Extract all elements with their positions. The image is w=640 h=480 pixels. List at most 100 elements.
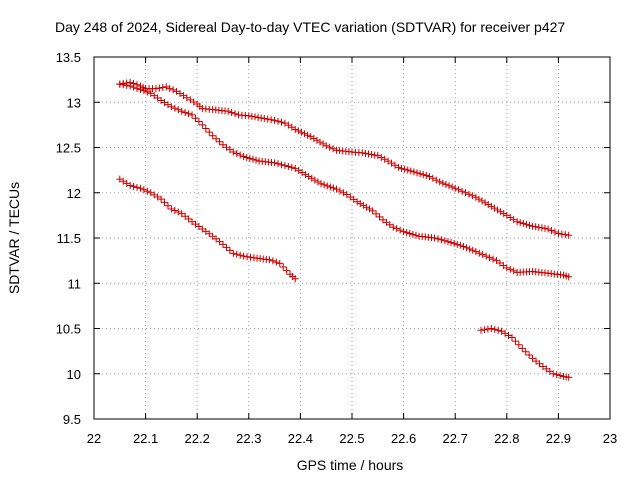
- data-point: [202, 124, 210, 132]
- data-point: [465, 190, 473, 198]
- data-point: [482, 252, 490, 260]
- x-tick-labels: 22 22.1 22.2 22.3 22.4 22.5 22.6 22.7 22.8 22.9 23: [87, 431, 617, 446]
- data-point: [274, 160, 282, 168]
- data-point: [171, 104, 179, 112]
- data-point: [240, 153, 248, 161]
- data-point: [429, 174, 437, 182]
- x-tick-label: 22.2: [185, 431, 210, 446]
- data-point: [236, 251, 244, 259]
- y-tick-label: 12.5: [56, 141, 81, 156]
- data-point: [431, 234, 439, 242]
- data-point: [359, 201, 367, 209]
- data-point: [544, 225, 552, 233]
- data-point: [398, 164, 406, 172]
- data-point: [276, 259, 284, 267]
- data-point: [522, 220, 530, 228]
- data-point: [159, 83, 167, 91]
- data-point: [119, 81, 127, 89]
- data-point: [463, 244, 471, 252]
- data-point: [403, 229, 411, 237]
- data-point: [320, 181, 328, 189]
- data-point: [468, 192, 476, 200]
- data-point: [462, 189, 470, 197]
- data-point: [272, 258, 280, 266]
- chart-title: Day 248 of 2024, Sidereal Day-to-day VTE…: [55, 19, 565, 35]
- data-point: [436, 178, 444, 186]
- y-tick-labels: 9.5 10 10.5 11 11.5 12 12.5 13 13.5: [56, 50, 81, 427]
- data-point: [198, 121, 206, 129]
- data-point: [503, 264, 511, 272]
- x-tick-label: 22.8: [494, 431, 519, 446]
- data-point: [311, 176, 319, 184]
- data-points: [116, 78, 573, 381]
- data-point: [475, 195, 483, 203]
- data-point: [195, 118, 203, 126]
- y-tick-label: 9.5: [63, 412, 81, 427]
- data-point: [305, 172, 313, 180]
- y-axis-label: SDTVAR / TECUs: [6, 182, 22, 294]
- data-point: [339, 189, 347, 197]
- data-point: [455, 186, 463, 194]
- data-point: [248, 112, 256, 120]
- data-point: [281, 162, 289, 170]
- data-point: [317, 180, 325, 188]
- data-point: [494, 206, 502, 214]
- y-tick-label: 10: [67, 367, 81, 382]
- axis-ticks: [93, 56, 611, 420]
- data-point: [219, 240, 227, 248]
- data-point: [222, 243, 230, 251]
- x-tick-label: 23: [603, 431, 617, 446]
- data-point: [365, 150, 373, 158]
- data-point: [143, 88, 151, 96]
- data-point: [478, 197, 486, 205]
- data-point: [257, 114, 265, 122]
- data-point: [277, 161, 285, 169]
- data-point: [459, 243, 467, 251]
- x-tick-label: 22.9: [546, 431, 571, 446]
- data-point: [319, 140, 327, 148]
- satellite-track-2: [116, 80, 573, 281]
- y-tick-label: 13: [67, 95, 81, 110]
- data-point: [333, 185, 341, 193]
- data-point: [233, 250, 241, 258]
- y-tick-label: 13.5: [56, 50, 81, 65]
- data-point: [291, 125, 299, 133]
- data-point: [526, 221, 534, 229]
- data-point: [480, 326, 488, 334]
- data-point: [515, 341, 523, 349]
- data-point: [448, 183, 456, 191]
- data-point: [372, 210, 380, 218]
- data-point: [314, 178, 322, 186]
- data-point: [116, 80, 124, 88]
- data-point: [469, 246, 477, 254]
- data-point: [522, 348, 530, 356]
- data-point: [497, 208, 505, 216]
- data-point: [477, 326, 485, 334]
- data-point: [518, 344, 526, 352]
- data-point: [301, 130, 309, 138]
- data-point: [565, 373, 573, 381]
- data-point: [535, 223, 543, 231]
- data-point: [381, 155, 389, 163]
- data-point: [366, 205, 374, 213]
- data-point: [425, 172, 433, 180]
- data-point: [264, 115, 272, 123]
- data-point: [541, 224, 549, 232]
- data-point: [525, 351, 533, 359]
- data-point: [236, 151, 244, 159]
- data-point: [565, 231, 573, 239]
- data-point: [136, 184, 144, 192]
- data-point: [362, 203, 370, 211]
- data-point: [174, 208, 182, 216]
- data-point: [246, 154, 254, 162]
- data-point: [432, 176, 440, 184]
- data-point: [233, 150, 241, 158]
- data-point: [490, 204, 498, 212]
- data-point: [310, 134, 318, 142]
- data-point: [209, 132, 217, 140]
- data-point: [167, 103, 175, 111]
- data-point: [466, 245, 474, 253]
- data-point: [174, 106, 182, 114]
- data-point: [516, 219, 524, 227]
